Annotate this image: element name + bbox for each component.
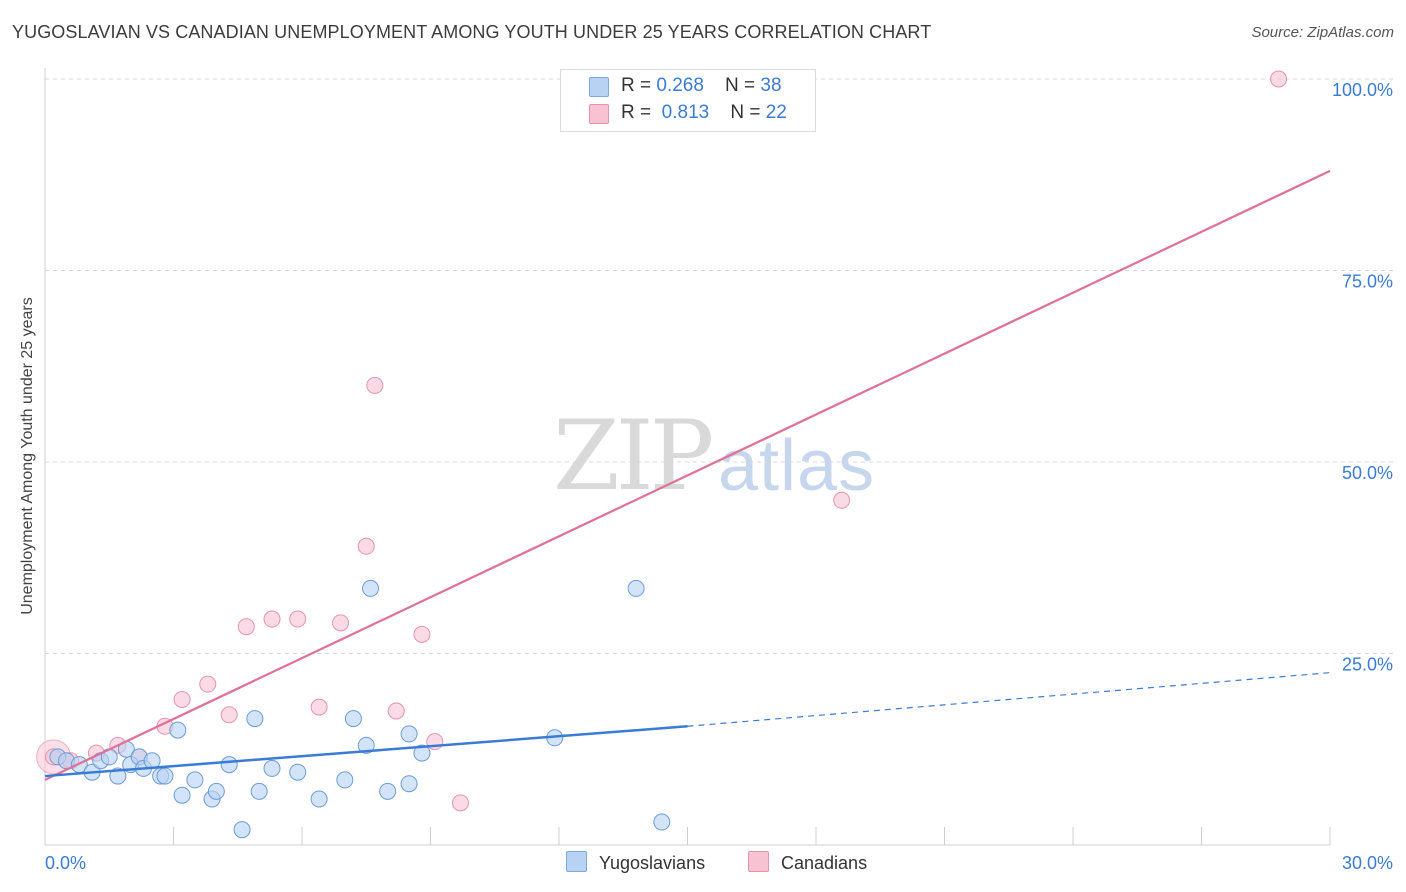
yugoslavians-point [344, 710, 362, 728]
bottom-legend-label: Yugoslavians [599, 853, 706, 873]
yugoslavians-point [400, 775, 418, 793]
yugoslavians-point [156, 767, 174, 785]
yugoslavians-point [362, 579, 380, 597]
yugoslavians-point [169, 721, 187, 739]
source-label: Source: ZipAtlas.com [1251, 24, 1394, 41]
legend-r-value: 0.813 [661, 102, 710, 123]
yugoslavians-point [627, 579, 645, 597]
bottom-legend-canadians: Canadians [748, 851, 867, 874]
bottom-legend-label: Canadians [781, 853, 868, 873]
yugoslavians-point [207, 782, 225, 800]
canadians-point [366, 376, 384, 394]
legend-n-label: N = [730, 102, 766, 123]
y-tick-label: 25.0% [1342, 655, 1393, 675]
y-tick-label: 100.0% [1332, 80, 1393, 100]
yugoslavians-point [310, 790, 328, 808]
legend-r-label: R = [621, 102, 657, 123]
canadians-point [833, 491, 851, 509]
bottom-legend-swatch-blue [566, 851, 587, 872]
canadians-point [310, 698, 328, 716]
canadians-point [199, 675, 217, 693]
canadians-point [332, 614, 350, 632]
watermark-atlas: atlas [718, 426, 876, 506]
canadians-point [1270, 70, 1288, 88]
legend-r-value: 0.268 [656, 75, 704, 96]
yugoslavians-point [263, 759, 281, 777]
yugoslavians-point [357, 736, 375, 754]
bottom-legend-yugoslavians: Yugoslavians [566, 851, 705, 874]
yugoslavians-point [250, 782, 268, 800]
yugoslavians-trendline-extension [687, 672, 1331, 727]
canadians-point [237, 618, 255, 636]
canadians-point [357, 537, 375, 555]
yugoslavians-point [246, 710, 264, 728]
legend-n-value: 22 [765, 102, 787, 123]
yugoslavians-point [653, 813, 671, 831]
yugoslavians-trendline [44, 725, 688, 778]
canadians-point [173, 690, 191, 708]
x-tick-label: 30.0% [1342, 853, 1393, 873]
yugoslavians-point [186, 771, 204, 789]
y-axis-label: Unemployment Among Youth under 25 years [19, 297, 36, 615]
legend-n-value: 38 [760, 75, 782, 96]
yugoslavians-point [233, 821, 251, 839]
bottom-legend-swatch-pink [748, 851, 769, 872]
y-tick-label: 50.0% [1342, 463, 1393, 483]
legend-r-label: R = [621, 75, 657, 96]
yugoslavians-point [336, 771, 354, 789]
yugoslavians-point [413, 744, 431, 762]
chart-title: YUGOSLAVIAN VS CANADIAN UNEMPLOYMENT AMO… [12, 22, 932, 42]
yugoslavians-point [400, 725, 418, 743]
canadians-trendline [44, 169, 1331, 781]
yugoslavians-point [289, 763, 307, 781]
yugoslavians-point [173, 786, 191, 804]
correlation-legend: R = 0.268 N = 38 R = 0.813 N = 22 [560, 69, 816, 132]
y-tick-label: 75.0% [1342, 272, 1393, 292]
canadians-point [289, 610, 307, 628]
legend-swatch-pink [589, 104, 609, 124]
yugoslavians-point [220, 756, 238, 774]
yugoslavians-point [379, 782, 397, 800]
legend-n-label: N = [725, 75, 761, 96]
x-tick-label: 0.0% [45, 853, 86, 873]
canadians-point [263, 610, 281, 628]
canadians-point [220, 706, 238, 724]
legend-swatch-blue [589, 77, 609, 97]
canadians-point [387, 702, 405, 720]
yugoslavians-point [109, 767, 127, 785]
canadians-point [413, 625, 431, 643]
watermark-zip: ZIP [553, 400, 714, 512]
canadians-point [451, 794, 469, 812]
